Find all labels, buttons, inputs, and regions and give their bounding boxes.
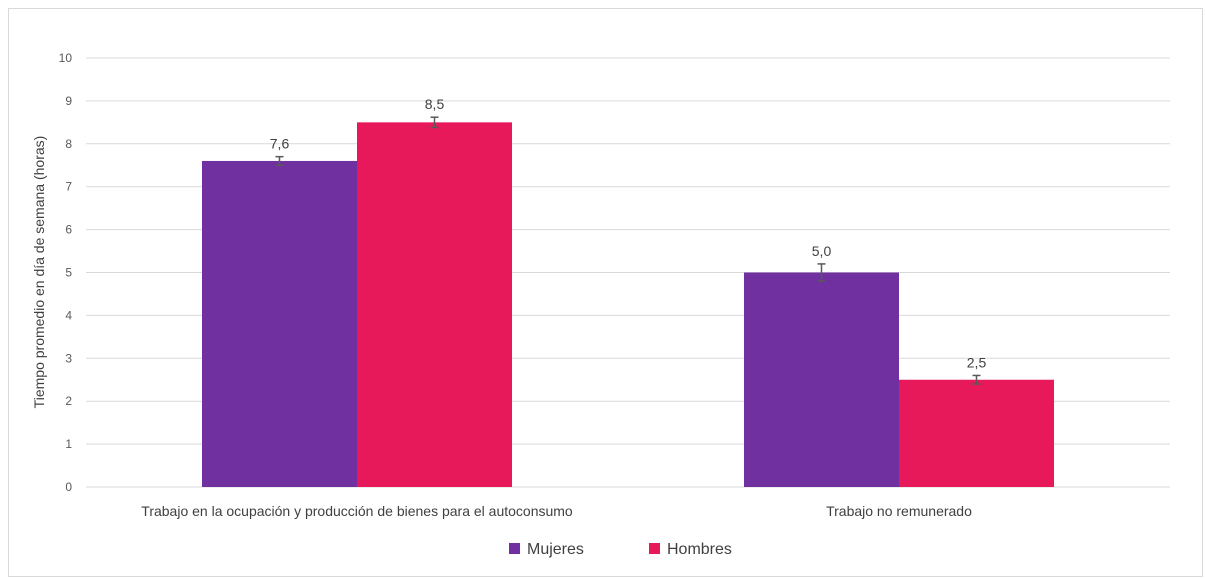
category-label: Trabajo no remunerado [826,503,972,519]
data-label: 5,0 [812,243,832,259]
y-tick-label: 2 [65,394,72,408]
legend-item-hombres: Hombres [649,541,732,558]
bars [202,122,1054,487]
legend-swatch [509,543,520,554]
y-axis-title: Tiempo promedio en día de semana (horas) [31,136,47,409]
error-bar [275,155,284,166]
legend-label: Mujeres [527,541,584,558]
error-bar [972,374,981,385]
data-label: 8,5 [425,96,445,112]
bar-hombres-1 [899,379,1054,487]
data-label: 2,5 [967,354,987,370]
data-label: 7,6 [270,136,290,152]
y-tick-label: 4 [65,308,72,322]
legend: Mujeres Hombres [509,541,732,558]
category-labels: Trabajo en la ocupación y producción de … [141,503,972,519]
y-tick-label: 9 [65,94,72,108]
y-tick-label: 8 [65,137,72,151]
bar-mujeres-0 [202,160,357,487]
data-labels: 7,6 8,5 5,0 2,5 [270,96,987,370]
category-label: Trabajo en la ocupación y producción de … [141,503,573,519]
legend-label: Hombres [667,541,732,558]
error-bar [430,116,439,129]
legend-swatch [649,543,660,554]
y-tick-labels: 0 1 2 3 4 5 6 7 8 9 10 [59,51,73,494]
error-bar [817,263,826,282]
bar-mujeres-1 [744,272,899,487]
error-bars [275,116,981,385]
y-tick-label: 1 [65,437,72,451]
bar-hombres-0 [357,122,512,487]
y-tick-label: 7 [65,180,72,194]
y-tick-label: 5 [65,266,72,280]
y-tick-label: 3 [65,351,72,365]
legend-item-mujeres: Mujeres [509,541,584,558]
y-tick-label: 0 [65,480,72,494]
y-tick-label: 10 [59,51,73,65]
y-tick-label: 6 [65,223,72,237]
